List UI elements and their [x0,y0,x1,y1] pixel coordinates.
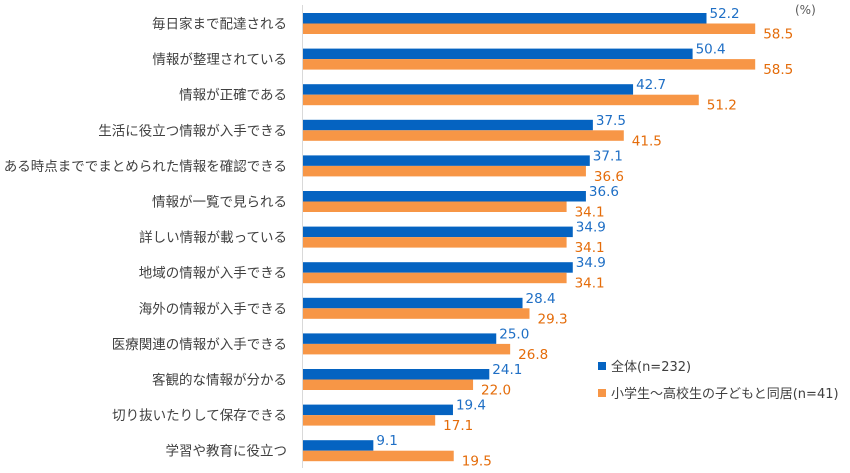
bar-children [303,272,567,284]
data-labels: 52.2 58.5 50.4 58.5 42.7 51.2 37.5 41.5 37.1 36.6… [376,6,793,470]
data-label-children: 26.8 [518,347,548,363]
bar-all [303,13,707,24]
data-label-all: 36.6 [589,184,619,200]
category-label: 情報が一覧で見られる [152,194,287,211]
data-label-children: 17.1 [443,418,473,434]
bar-all [303,119,593,131]
data-label-children: 29.3 [537,311,567,327]
legend-label: 全体(n=232) [611,360,692,375]
category-label: 地域の情報が入手できる [139,266,287,282]
category-label: 海外の情報が入手できる [139,301,287,317]
bar-all [303,333,497,344]
data-label-children: 41.5 [632,133,662,149]
category-label: 医療関連の情報が入手できる [112,336,287,353]
bar-all [303,440,374,451]
bar-all [303,369,490,380]
bar-all [303,404,453,416]
data-label-children: 51.2 [707,98,737,114]
data-label-all: 25.0 [499,326,529,342]
data-label-children: 36.6 [594,169,624,185]
legend: 全体(n=232) 小学生～高校生の子どもと同居(n=41) [598,352,839,406]
data-label-all: 34.9 [576,255,606,271]
data-label-children: 58.5 [763,62,793,78]
category-label: ある時点まででまとめられた情報を確認できる [4,159,287,175]
data-label-children: 34.1 [575,240,605,256]
category-label: 客観的な情報が分かる [152,372,287,389]
legend-item-all: 全体(n=232) [598,352,839,379]
bar-all [303,262,573,273]
bar-all [303,84,634,95]
data-label-children: 19.5 [462,454,492,470]
bar-children [303,415,436,426]
legend-label: 小学生～高校生の子どもと同居(n=41) [611,387,839,402]
data-label-all: 34.9 [576,220,606,236]
bar-children [303,237,567,248]
bar-children [303,201,567,212]
data-label-all: 24.1 [492,362,522,378]
bar-children [303,165,586,177]
bar-children [303,59,756,70]
legend-item-children: 小学生～高校生の子どもと同居(n=41) [598,379,839,406]
category-label: 生活に役立つ情報が入手できる [98,123,287,139]
category-label: 毎日家まで配達される [152,16,287,33]
bars [303,13,756,462]
legend-swatch-orange [598,388,606,397]
bar-all [303,297,523,309]
bar-all [303,226,573,238]
bar-children [303,23,756,34]
data-label-children: 34.1 [575,205,605,221]
category-label: 情報が正確である [179,88,287,104]
bar-all [303,155,590,166]
category-label: 学習や教育に役立つ [166,444,288,460]
data-label-children: 58.5 [763,27,793,43]
unit-label: (%) [795,3,816,17]
category-label: 情報が整理されている [152,52,287,68]
bar-children [303,94,699,106]
bar-children [303,130,624,141]
bar-children [303,343,511,355]
data-label-children: 22.0 [481,383,511,399]
bar-all [303,48,693,60]
data-label-all: 42.7 [636,77,666,93]
bar-children [303,308,530,319]
category-label: 詳しい情報が載っている [139,230,287,246]
category-label: 切り抜いたりして保存できる [112,408,287,424]
bar-all [303,191,586,202]
data-label-all: 52.2 [710,6,740,22]
data-label-all: 37.5 [596,113,626,129]
legend-swatch-blue [598,361,606,370]
category-labels: 毎日家まで配達される情報が整理されている情報が正確である生活に役立つ情報が入手で… [4,16,287,460]
data-label-all: 50.4 [696,42,726,58]
data-label-all: 28.4 [526,291,556,307]
data-label-all: 37.1 [593,148,623,164]
bar-children [303,379,474,390]
data-label-all: 19.4 [456,398,486,414]
data-label-children: 34.1 [575,276,605,292]
bar-children [303,450,454,462]
data-label-all: 9.1 [376,433,397,449]
